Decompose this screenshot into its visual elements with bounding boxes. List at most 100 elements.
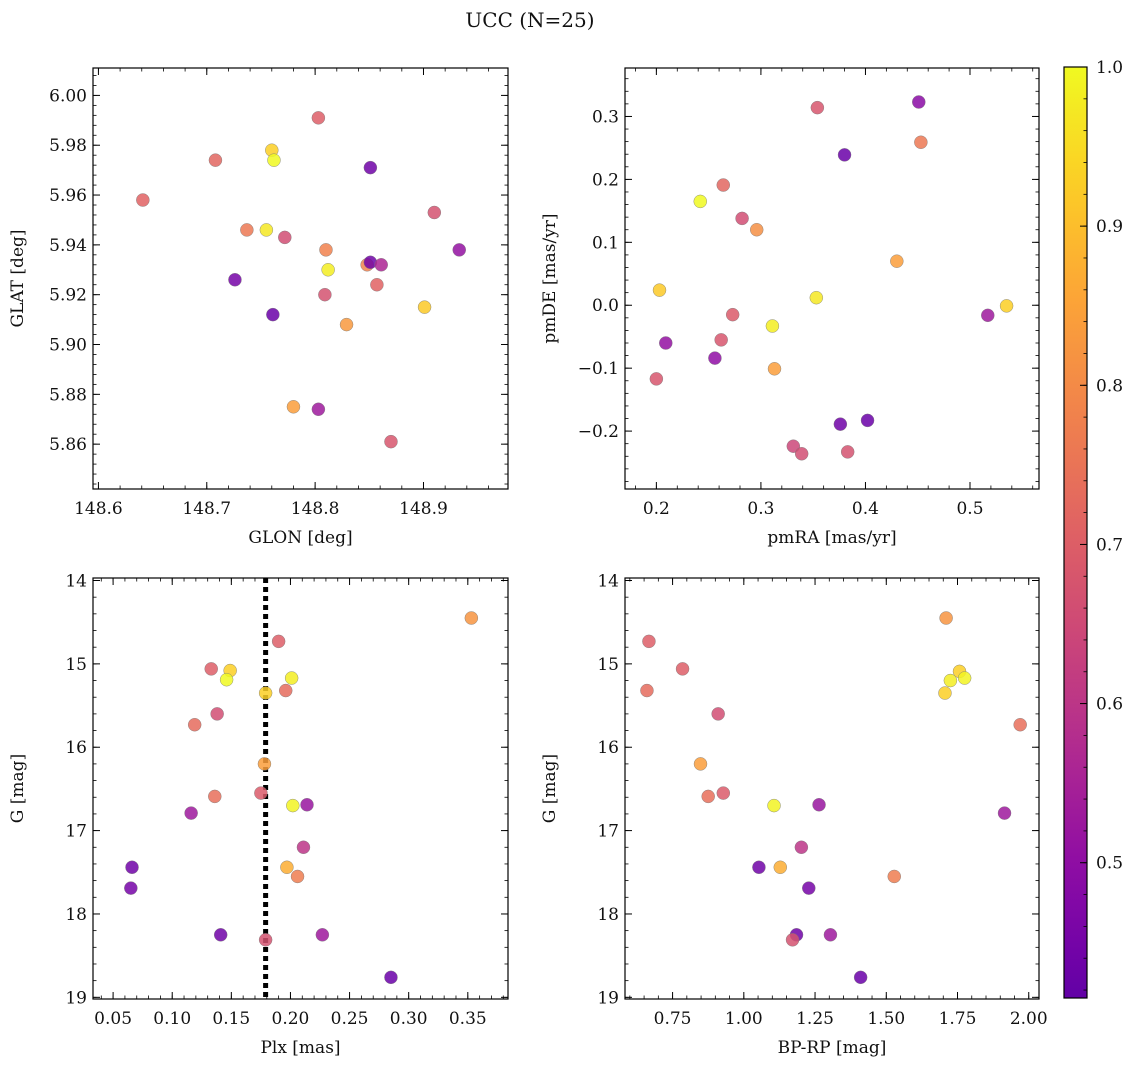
x-tick-label: 1.25	[796, 1009, 834, 1029]
scatter-point	[319, 243, 333, 257]
y-axis-label: G [mag]	[540, 754, 560, 823]
scatter-point	[999, 299, 1014, 313]
scatter-point	[701, 789, 715, 804]
scatter-point	[136, 193, 150, 207]
scatter-point	[794, 447, 809, 461]
y-tick-label: 6.00	[49, 86, 87, 106]
x-tick-label: 148.6	[74, 499, 123, 519]
scatter-point	[452, 243, 466, 257]
x-tick-label: 0.30	[390, 1009, 428, 1029]
scatter-point	[752, 860, 766, 874]
scatter-point	[363, 160, 378, 175]
x-tick-label: 0.05	[94, 1009, 132, 1029]
panel-bottom-left: 0.05 0.10 0.15 0.20 0.25 0.30 0.35 14 15 16 17 18 19…	[8, 572, 509, 1058]
y-axis-label: GLAT [deg]	[8, 229, 28, 327]
scatter-point	[318, 287, 332, 302]
scatter-point	[267, 153, 281, 167]
x-tick-label: 0.4	[852, 499, 879, 519]
scatter-point	[240, 223, 254, 237]
scatter-point	[259, 223, 274, 237]
y-tick-label: 5.96	[49, 186, 87, 206]
plot-frame	[624, 577, 1040, 1000]
y-tick-label: 5.92	[49, 286, 87, 306]
scatter-point	[652, 283, 667, 297]
plot-frame	[624, 67, 1040, 490]
figure-title: UCC (N=25)	[465, 8, 594, 32]
colorbar-gradient	[1063, 66, 1088, 999]
colorbar-tick-label: 0.9	[1096, 217, 1123, 237]
y-tick-label: 15	[65, 655, 87, 675]
y-tick-label: 5.94	[49, 236, 87, 256]
scatter-point	[716, 786, 731, 800]
x-tick-label: 0.5	[956, 499, 983, 519]
scatter-point	[853, 970, 868, 985]
y-tick-label: 5.88	[49, 385, 87, 405]
colorbar-tick-label: 0.8	[1096, 376, 1123, 396]
colorbar: 0.5 0.6 0.7 0.8 0.9 1.0	[1063, 58, 1123, 999]
scatter-point	[649, 372, 664, 386]
scatter-point	[957, 671, 972, 685]
scatter-point	[765, 319, 780, 333]
scatter-point	[208, 789, 222, 804]
scatter-point	[125, 860, 139, 874]
scatter-point	[725, 307, 740, 322]
scatter-point	[296, 840, 311, 854]
panel-top-right: 0.2 0.3 0.4 0.5 −0.2 −0.1 0.0 0.1 0.2 0.3 pmRA [ma…	[540, 67, 1040, 548]
scatter-point	[708, 351, 722, 365]
scatter-point	[642, 634, 656, 649]
scatter-point	[809, 290, 824, 305]
scatter-point	[187, 718, 202, 732]
panel-bottom-right: 0.75 1.00 1.25 1.50 1.75 2.00 14 15 16 17 18 19 BP-R…	[540, 572, 1048, 1058]
x-tick-label: 0.15	[212, 1009, 250, 1029]
x-tick-label: 148.9	[399, 499, 448, 519]
scatter-point	[802, 881, 816, 895]
scatter-point	[210, 707, 224, 721]
y-tick-label: 17	[597, 822, 619, 842]
scatter-point	[321, 263, 335, 277]
scatter-point	[714, 333, 728, 347]
y-tick-label: 0.3	[592, 107, 619, 127]
scatter-point	[767, 362, 782, 376]
scatter-point	[370, 278, 384, 292]
scatter-point	[300, 798, 314, 812]
scatter-point	[750, 223, 764, 237]
scatter-point	[890, 254, 904, 268]
panel-top-left: 148.6 148.7 148.8 148.9 5.86 5.88 5.90 5.92 5.94…	[8, 67, 509, 548]
y-tick-label: 18	[65, 905, 87, 925]
scatter-point	[997, 806, 1012, 820]
scatter-point	[939, 611, 953, 625]
y-axis-label: pmDE [mas/yr]	[540, 213, 560, 343]
y-tick-label: 15	[597, 655, 619, 675]
x-axis-label: Plx [mas]	[260, 1038, 340, 1058]
scatter-point	[840, 445, 855, 459]
y-tick-label: 5.98	[49, 136, 87, 156]
x-tick-label: 1.50	[867, 1009, 905, 1029]
y-tick-label: −0.1	[578, 359, 619, 379]
scatter-point	[938, 686, 952, 700]
scatter-point	[981, 308, 995, 323]
scatter-point	[213, 928, 228, 942]
y-tick-label: 5.86	[49, 435, 87, 455]
scatter-point	[384, 434, 398, 449]
x-tick-label: 0.20	[272, 1009, 310, 1029]
x-axis-label: GLON [deg]	[248, 528, 352, 548]
scatter-point	[311, 402, 326, 416]
scatter-point	[374, 258, 388, 272]
scatter-point	[823, 928, 838, 942]
x-tick-label: 1.75	[939, 1009, 977, 1029]
scatter-point	[278, 230, 292, 245]
scatter-point	[794, 840, 809, 854]
scatter-point	[315, 928, 330, 942]
colorbar-tick-label: 0.6	[1096, 695, 1123, 715]
y-tick-label: 0.2	[592, 170, 619, 190]
colorbar-tick-label: 0.5	[1096, 854, 1123, 874]
colorbar-tick-label: 0.7	[1096, 535, 1123, 555]
scatter-point	[810, 100, 825, 115]
scatter-point	[286, 400, 301, 414]
scatter-point	[258, 686, 273, 700]
y-tick-label: 17	[65, 822, 87, 842]
scatter-point	[124, 881, 138, 895]
scatter-point	[785, 933, 800, 947]
scatter-point	[280, 860, 294, 874]
scatter-point	[184, 806, 198, 820]
